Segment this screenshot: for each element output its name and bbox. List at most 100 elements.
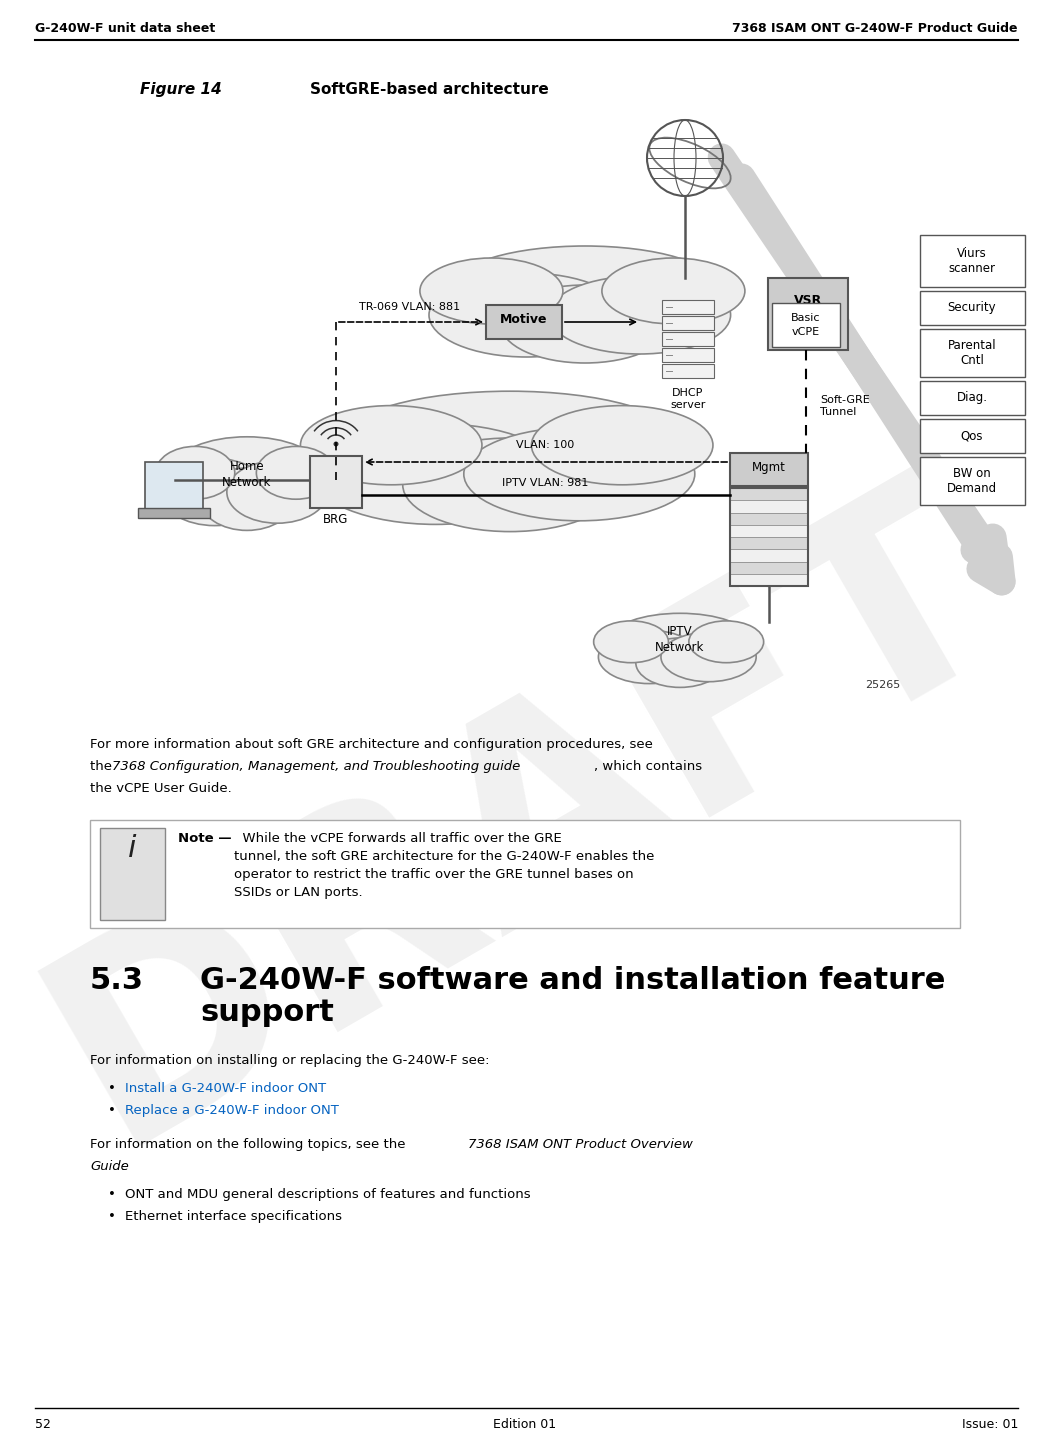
FancyBboxPatch shape	[138, 509, 210, 517]
Ellipse shape	[689, 621, 763, 663]
Ellipse shape	[602, 258, 744, 324]
Text: Viurs
scanner: Viurs scanner	[948, 246, 995, 275]
FancyBboxPatch shape	[145, 463, 203, 510]
Text: 25265: 25265	[865, 680, 900, 690]
FancyBboxPatch shape	[662, 365, 714, 378]
Text: , which contains: , which contains	[594, 759, 702, 772]
FancyBboxPatch shape	[730, 452, 809, 486]
FancyBboxPatch shape	[100, 829, 165, 919]
Text: the vCPE User Guide.: the vCPE User Guide.	[90, 782, 232, 795]
FancyBboxPatch shape	[662, 331, 714, 346]
FancyBboxPatch shape	[662, 347, 714, 362]
FancyBboxPatch shape	[920, 419, 1025, 452]
Text: VLAN: 100: VLAN: 100	[516, 440, 574, 450]
Text: Issue: 01: Issue: 01	[962, 1418, 1018, 1431]
Text: For more information about soft GRE architecture and configuration procedures, s: For more information about soft GRE arch…	[90, 738, 653, 751]
Text: server: server	[670, 401, 706, 411]
FancyBboxPatch shape	[920, 235, 1025, 287]
Text: G-240W-F software and installation feature: G-240W-F software and installation featu…	[200, 965, 945, 994]
Text: BW on
Demand: BW on Demand	[947, 467, 998, 496]
Ellipse shape	[464, 427, 695, 520]
Text: Mgmt: Mgmt	[752, 461, 786, 474]
Ellipse shape	[175, 437, 319, 499]
Text: For information on the following topics, see the: For information on the following topics,…	[90, 1138, 410, 1151]
Text: :: :	[120, 1160, 124, 1173]
Text: Guide: Guide	[90, 1160, 129, 1173]
Ellipse shape	[636, 638, 724, 687]
Ellipse shape	[598, 630, 700, 683]
Text: DHCP: DHCP	[672, 388, 704, 398]
Text: Motive: Motive	[500, 313, 548, 326]
FancyBboxPatch shape	[730, 574, 809, 586]
FancyBboxPatch shape	[920, 457, 1025, 504]
Ellipse shape	[201, 468, 294, 530]
FancyBboxPatch shape	[730, 549, 809, 562]
Circle shape	[334, 441, 338, 447]
Ellipse shape	[155, 447, 235, 499]
Text: Note —: Note —	[178, 831, 232, 844]
Text: 5.3: 5.3	[90, 965, 144, 994]
Text: Replace a G-240W-F indoor ONT: Replace a G-240W-F indoor ONT	[125, 1104, 339, 1117]
Text: BRG: BRG	[323, 513, 349, 526]
Text: 7368 ISAM ONT Product Overview: 7368 ISAM ONT Product Overview	[468, 1138, 693, 1151]
Text: For information on installing or replacing the G-240W-F see:: For information on installing or replaci…	[90, 1053, 489, 1066]
Text: the: the	[90, 759, 117, 772]
Ellipse shape	[593, 621, 669, 663]
Text: SoftGRE-based architecture: SoftGRE-based architecture	[310, 82, 549, 97]
Ellipse shape	[345, 391, 675, 484]
Ellipse shape	[300, 405, 482, 484]
FancyBboxPatch shape	[90, 820, 960, 928]
Text: •: •	[108, 1210, 116, 1223]
Ellipse shape	[403, 438, 617, 532]
Text: support: support	[200, 999, 334, 1027]
Ellipse shape	[161, 458, 269, 526]
Text: G-240W-F unit data sheet: G-240W-F unit data sheet	[35, 22, 215, 35]
Text: •: •	[108, 1082, 116, 1095]
Text: Basic: Basic	[792, 313, 821, 323]
Text: Parental
Cntl: Parental Cntl	[948, 339, 996, 367]
Text: Figure 14: Figure 14	[140, 82, 222, 97]
Text: 7368 ISAM ONT G-240W-F Product Guide: 7368 ISAM ONT G-240W-F Product Guide	[733, 22, 1018, 35]
Text: Soft-GRE
Tunnel: Soft-GRE Tunnel	[820, 395, 869, 418]
Text: i: i	[128, 834, 136, 863]
Text: Ethernet interface specifications: Ethernet interface specifications	[125, 1210, 342, 1223]
Text: IPTV VLAN: 981: IPTV VLAN: 981	[502, 478, 588, 488]
FancyBboxPatch shape	[310, 455, 362, 509]
Ellipse shape	[612, 614, 748, 663]
Text: Edition 01: Edition 01	[494, 1418, 556, 1431]
FancyBboxPatch shape	[920, 291, 1025, 326]
Text: Qos: Qos	[961, 429, 983, 442]
FancyBboxPatch shape	[730, 513, 809, 525]
FancyBboxPatch shape	[920, 380, 1025, 415]
Ellipse shape	[312, 424, 560, 525]
FancyBboxPatch shape	[772, 303, 840, 347]
Text: 7368 Configuration, Management, and Troubleshooting guide: 7368 Configuration, Management, and Trou…	[112, 759, 520, 772]
Text: While the vCPE forwards all traffic over the GRE
tunnel, the soft GRE architectu: While the vCPE forwards all traffic over…	[234, 831, 654, 899]
FancyBboxPatch shape	[730, 500, 809, 513]
Ellipse shape	[660, 633, 756, 682]
FancyBboxPatch shape	[920, 329, 1025, 378]
Text: Diag.: Diag.	[957, 392, 987, 405]
FancyBboxPatch shape	[730, 562, 809, 574]
Text: Security: Security	[948, 301, 996, 314]
FancyBboxPatch shape	[730, 537, 809, 549]
FancyBboxPatch shape	[662, 300, 714, 314]
Ellipse shape	[548, 277, 731, 354]
FancyBboxPatch shape	[730, 525, 809, 537]
Text: TR-069 VLAN: 881: TR-069 VLAN: 881	[359, 303, 461, 313]
Ellipse shape	[227, 461, 328, 523]
FancyBboxPatch shape	[730, 488, 809, 500]
Text: •: •	[108, 1104, 116, 1117]
Text: vCPE: vCPE	[792, 327, 820, 337]
Ellipse shape	[455, 246, 715, 324]
Ellipse shape	[501, 285, 670, 363]
Text: •: •	[108, 1187, 116, 1200]
Text: IPTV
Network: IPTV Network	[655, 625, 705, 654]
FancyBboxPatch shape	[768, 278, 848, 350]
Text: VSR: VSR	[794, 294, 822, 307]
FancyBboxPatch shape	[486, 305, 562, 339]
Text: 52: 52	[35, 1418, 50, 1431]
Text: Install a G-240W-F indoor ONT: Install a G-240W-F indoor ONT	[125, 1082, 327, 1095]
Ellipse shape	[256, 447, 336, 499]
Text: ONT and MDU general descriptions of features and functions: ONT and MDU general descriptions of feat…	[125, 1187, 530, 1200]
